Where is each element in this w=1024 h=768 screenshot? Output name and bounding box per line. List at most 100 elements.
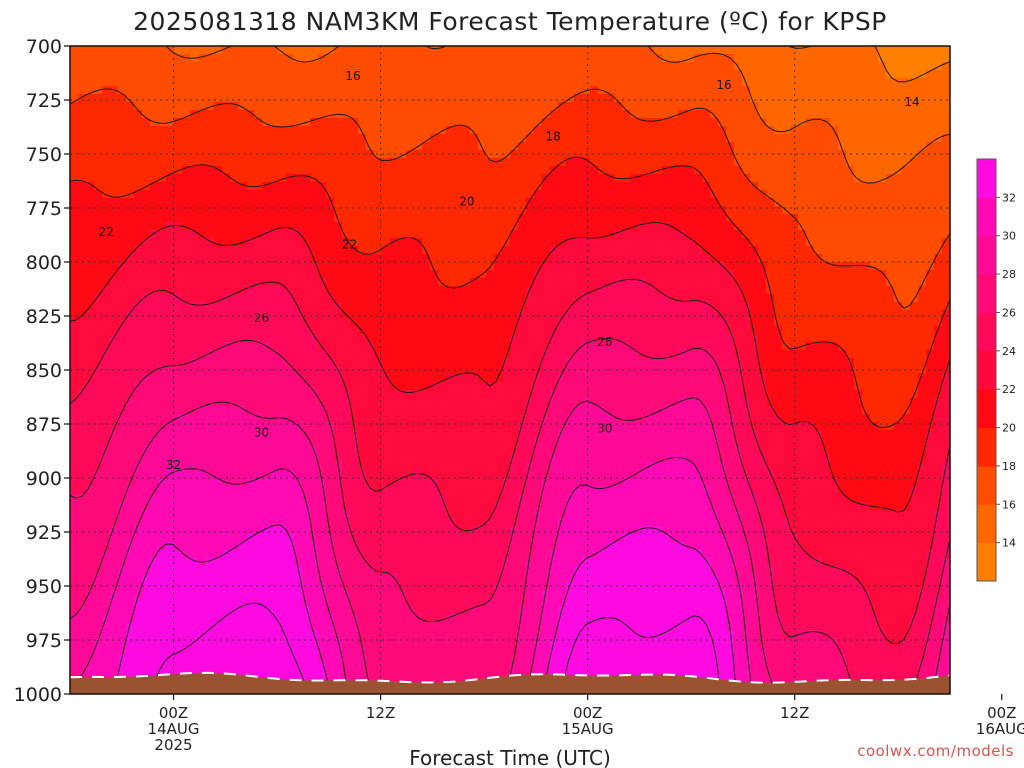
field-cell [478,110,487,119]
field-cell [694,166,703,175]
field-cell [214,182,223,191]
field-cell [862,158,871,167]
field-cell [582,350,591,359]
field-cell [438,278,447,287]
field-cell [886,262,895,271]
field-cell [350,94,359,103]
field-cell [798,102,807,111]
field-cell [462,94,471,103]
field-cell [158,198,167,207]
field-cell [630,158,639,167]
field-cell [822,110,831,119]
field-cell [590,318,599,327]
field-cell [406,110,415,119]
field-cell [118,302,127,311]
field-cell [550,238,559,247]
field-cell [286,278,295,287]
field-cell [422,318,431,327]
field-cell [238,222,247,231]
field-cell [542,222,551,231]
field-cell [582,54,591,63]
field-cell [294,238,303,247]
field-cell [150,94,159,103]
field-cell [942,310,950,319]
field-cell [902,358,911,367]
field-cell [358,54,367,63]
field-cell [542,198,551,207]
field-cell [182,70,191,79]
field-cell [198,382,207,391]
field-cell [566,286,575,295]
field-cell [582,166,591,175]
field-cell [326,70,335,79]
field-cell [614,342,623,351]
field-cell [214,382,223,391]
field-cell [886,230,895,239]
field-cell [462,246,471,255]
field-cell [302,86,311,95]
field-cell [190,302,199,311]
field-cell [606,230,615,239]
field-cell [86,238,95,247]
field-cell [710,62,719,71]
field-cell [438,222,447,231]
field-cell [502,206,511,215]
field-cell [422,374,431,383]
field-cell [870,302,879,311]
field-cell [750,174,759,183]
field-cell [478,134,487,143]
field-cell [606,374,615,383]
field-cell [934,230,943,239]
field-cell [662,326,671,335]
field-cell [926,182,935,191]
field-cell [182,302,191,311]
field-cell [398,350,407,359]
field-cell [198,390,207,399]
field-cell [374,326,383,335]
field-cell [406,310,415,319]
field-cell [534,142,543,151]
field-cell [670,398,679,407]
field-cell [390,246,399,255]
field-cell [318,278,327,287]
field-cell [334,166,343,175]
field-cell [102,214,111,223]
field-cell [774,254,783,263]
field-cell [318,326,327,335]
field-cell [798,318,807,327]
field-cell [70,270,79,279]
field-cell [846,374,855,383]
field-cell [830,174,839,183]
field-cell [262,46,271,55]
field-cell [774,78,783,87]
field-cell [638,198,647,207]
field-cell [622,398,631,407]
field-cell [190,246,199,255]
field-cell [734,102,743,111]
field-cell [822,326,831,335]
field-cell [326,126,335,135]
field-cell [838,286,847,295]
field-cell [734,54,743,63]
field-cell [70,166,79,175]
field-cell [550,334,559,343]
field-cell [622,102,631,111]
field-cell [222,270,231,279]
field-cell [790,398,799,407]
field-cell [486,294,495,303]
field-cell [630,126,639,135]
field-cell [150,174,159,183]
field-cell [694,222,703,231]
field-cell [622,158,631,167]
field-cell [94,334,103,343]
field-cell [806,318,815,327]
field-cell [598,294,607,303]
field-cell [94,294,103,303]
field-cell [302,254,311,263]
field-cell [246,342,255,351]
field-cell [238,118,247,127]
field-cell [110,326,119,335]
field-cell [190,110,199,119]
field-cell [174,238,183,247]
field-cell [854,254,863,263]
